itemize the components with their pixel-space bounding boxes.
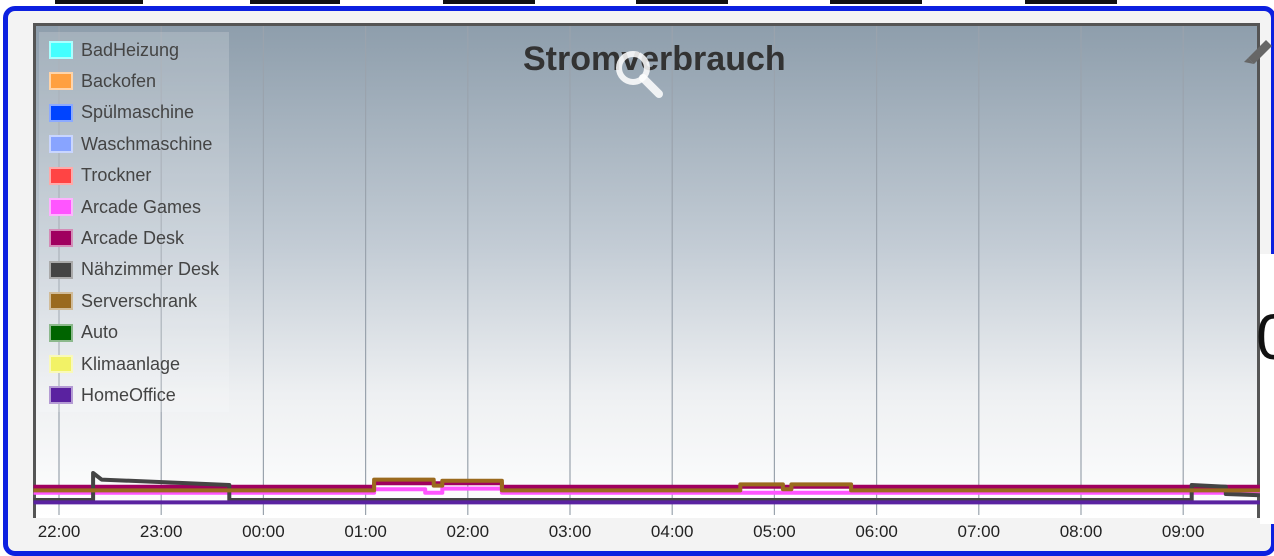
legend-item[interactable]: BadHeizung bbox=[49, 39, 179, 61]
legend-label: Nähzimmer Desk bbox=[81, 259, 220, 280]
legend-label: Auto bbox=[81, 322, 119, 343]
legend-swatch bbox=[49, 166, 73, 185]
adjacent-panel bbox=[1260, 254, 1274, 524]
x-tick-label: 04:00 bbox=[650, 522, 694, 541]
x-tick-label: 09:00 bbox=[1161, 522, 1205, 541]
series-line-6 bbox=[33, 481, 1260, 489]
legend-item[interactable]: Serverschrank bbox=[49, 290, 197, 312]
x-tick-label: 22:00 bbox=[37, 522, 81, 541]
legend-item[interactable]: HomeOffice bbox=[49, 384, 176, 406]
legend-swatch bbox=[49, 292, 73, 311]
x-tick-label: 02:00 bbox=[446, 522, 490, 541]
x-tick-label: 23:00 bbox=[139, 522, 183, 541]
legend-item[interactable]: Klimaanlage bbox=[49, 353, 180, 375]
zoom-icon[interactable] bbox=[611, 46, 667, 102]
legend-label: HomeOffice bbox=[81, 384, 176, 405]
legend-swatch bbox=[49, 229, 73, 248]
legend-swatch bbox=[49, 41, 73, 59]
x-tick-label: 00:00 bbox=[242, 522, 285, 541]
legend-item[interactable]: Arcade Desk bbox=[49, 227, 184, 249]
x-tick-label: 06:00 bbox=[855, 522, 898, 541]
legend-swatch bbox=[49, 386, 73, 405]
pencil-icon[interactable] bbox=[1240, 34, 1274, 64]
adjacent-panel-glyph: 0 bbox=[1256, 301, 1274, 373]
legend-label: Arcade Games bbox=[81, 196, 202, 217]
legend-label: Backofen bbox=[81, 70, 157, 91]
legend-swatch bbox=[49, 323, 73, 342]
legend-swatch bbox=[49, 103, 73, 122]
legend-label: Spülmaschine bbox=[81, 102, 195, 123]
legend-label: Waschmaschine bbox=[81, 133, 213, 154]
legend-swatch bbox=[49, 72, 73, 91]
legend-label: Trockner bbox=[81, 165, 152, 186]
plot-area[interactable] bbox=[33, 23, 1260, 518]
legend-item[interactable]: Trockner bbox=[49, 165, 151, 187]
legend-label: Klimaanlage bbox=[81, 353, 181, 374]
legend-label: Arcade Desk bbox=[81, 227, 185, 248]
legend-swatch bbox=[49, 135, 73, 154]
x-tick-label: 05:00 bbox=[753, 522, 796, 541]
legend-item[interactable]: Arcade Games bbox=[49, 196, 201, 218]
x-tick-label: 08:00 bbox=[1059, 522, 1103, 541]
legend-swatch bbox=[49, 355, 73, 373]
chart-title: Stromverbrauch bbox=[523, 40, 786, 78]
legend-label: BadHeizung bbox=[81, 39, 180, 60]
series-line-8 bbox=[33, 477, 1260, 493]
legend-item[interactable]: Backofen bbox=[49, 70, 156, 92]
legend-item[interactable]: Waschmaschine bbox=[49, 133, 212, 155]
legend-item[interactable]: Nähzimmer Desk bbox=[49, 259, 219, 281]
legend-item[interactable]: Spülmaschine bbox=[49, 102, 194, 124]
legend-item[interactable]: Auto bbox=[49, 322, 118, 344]
top-edge-bar bbox=[0, 0, 1274, 8]
legend-label: Serverschrank bbox=[81, 290, 198, 311]
x-tick-label: 01:00 bbox=[344, 522, 387, 541]
x-tick-label: 03:00 bbox=[548, 522, 592, 541]
legend: BadHeizung Backofen Spülmaschine Waschmasch… bbox=[39, 32, 229, 412]
legend-swatch bbox=[49, 260, 73, 279]
x-tick-label: 07:00 bbox=[957, 522, 1001, 541]
legend-swatch bbox=[49, 198, 73, 216]
